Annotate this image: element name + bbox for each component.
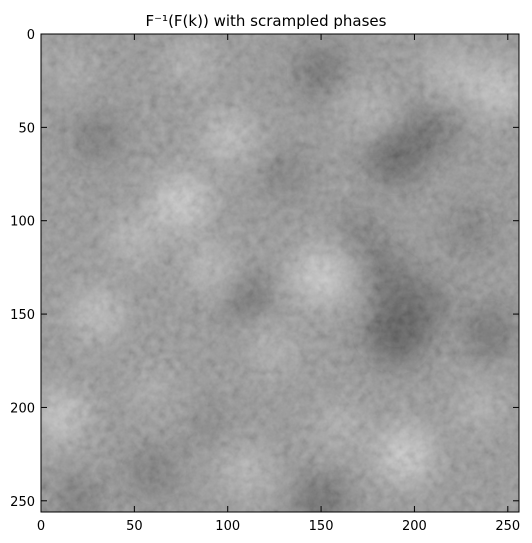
heatmap-noise [41,34,519,512]
y-tick-label: 50 [18,121,35,136]
y-axis: 0 50 100 150 200 250 [10,28,519,510]
x-tick-label: 0 [37,519,45,534]
chart-title: F⁻¹(F(k)) with scrampled phases [146,12,387,30]
y-tick-label: 250 [10,495,35,510]
heatmap-image [41,34,519,512]
x-tick-label: 100 [215,519,240,534]
y-tick-label: 150 [10,308,35,323]
y-tick-label: 100 [10,215,35,230]
x-axis: 0 50 100 150 200 250 [37,34,520,534]
x-tick-label: 50 [126,519,143,534]
x-tick-label: 200 [402,519,427,534]
x-tick-label: 150 [309,519,334,534]
y-tick-label: 0 [27,28,35,43]
y-tick-label: 200 [10,401,35,416]
plot-frame [40,33,520,513]
x-tick-label: 250 [495,519,520,534]
